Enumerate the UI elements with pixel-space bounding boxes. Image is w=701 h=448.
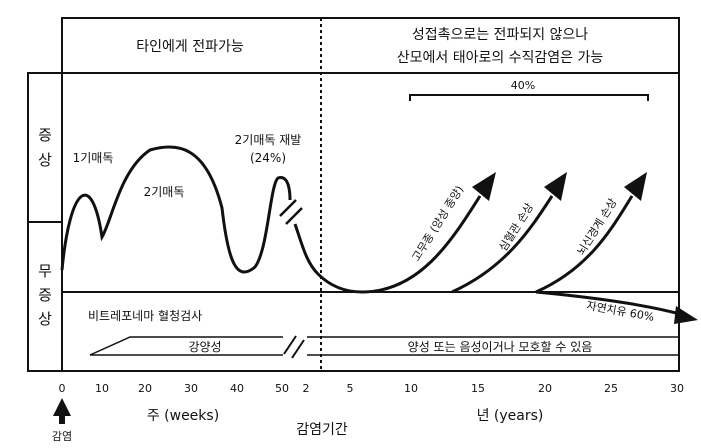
- tick-weeks-10: 10: [95, 382, 109, 395]
- gumma-arrowhead: [472, 172, 496, 201]
- serology-band-top: [89, 336, 680, 356]
- cardio-curve: [451, 195, 554, 294]
- neuro-curve: [535, 195, 634, 294]
- infection-label: 감염: [52, 430, 72, 443]
- tick-weeks-40: 40: [230, 382, 244, 395]
- infection-arrow: [53, 398, 71, 424]
- tick-weeks-30: 30: [184, 382, 198, 395]
- serology-positive: 강양성: [188, 340, 221, 354]
- tick-weeks-20: 20: [138, 382, 152, 395]
- tick-years-25: 25: [604, 382, 618, 395]
- curve-break-2: [285, 207, 303, 225]
- tick-years-15: 15: [471, 382, 485, 395]
- early-course-curve: [60, 145, 292, 274]
- header-right-line2: 산모에서 태아로의 수직감염은 가능: [397, 50, 604, 66]
- natural-resolution-arrowhead: [674, 306, 698, 324]
- gumma-label: 고무종 (양성 종양): [410, 183, 467, 263]
- band-break-1: [283, 335, 297, 355]
- side-asymptomatic-2: 증: [38, 286, 52, 304]
- side-asymptomatic-3: 상: [38, 310, 52, 328]
- side-asymptomatic-1: 무: [38, 262, 52, 280]
- main-frame: [27, 72, 680, 372]
- header-right-line1: 성접촉으로는 전파되지 않으나: [412, 27, 588, 43]
- tick-years-5: 5: [347, 382, 354, 395]
- side-symptomatic-1: 증: [38, 126, 52, 144]
- incubation-label: 감염기간: [296, 422, 348, 438]
- curve-break-1: [279, 199, 297, 217]
- cardio-arrowhead: [544, 172, 567, 201]
- tick-years-30: 30: [670, 382, 684, 395]
- serology-variable: 양성 또는 음성이거나 모호할 수 있음: [408, 340, 593, 354]
- band-break-2: [291, 339, 305, 359]
- latent-descent-curve: [293, 223, 363, 294]
- tick-years-2: 2: [303, 382, 310, 395]
- secondary-stage-label: 2기매독: [144, 185, 185, 199]
- years-axis-label: 년 (years): [477, 408, 544, 424]
- header-left: 타인에게 전파가능: [136, 39, 244, 55]
- late-bracket: [409, 94, 649, 101]
- tick-weeks-50: 50: [275, 382, 289, 395]
- gumma-curve: [361, 195, 482, 294]
- late-bracket-pct: 40%: [511, 79, 535, 92]
- serology-title: 비트레포네마 혈청검사: [88, 309, 202, 323]
- natural-resolution-curve: [535, 290, 681, 316]
- tick-weeks-0: 0: [59, 382, 66, 395]
- neuro-arrowhead: [624, 172, 647, 201]
- primary-stage-label: 1기매독: [73, 151, 114, 165]
- weeks-axis-label: 주 (weeks): [147, 408, 219, 424]
- tick-years-10: 10: [404, 382, 418, 395]
- tick-years-20: 20: [538, 382, 552, 395]
- relapse-pct-label: (24%): [250, 151, 286, 165]
- side-symptomatic-2: 상: [38, 151, 52, 169]
- relapse-label: 2기매독 재발: [235, 133, 302, 147]
